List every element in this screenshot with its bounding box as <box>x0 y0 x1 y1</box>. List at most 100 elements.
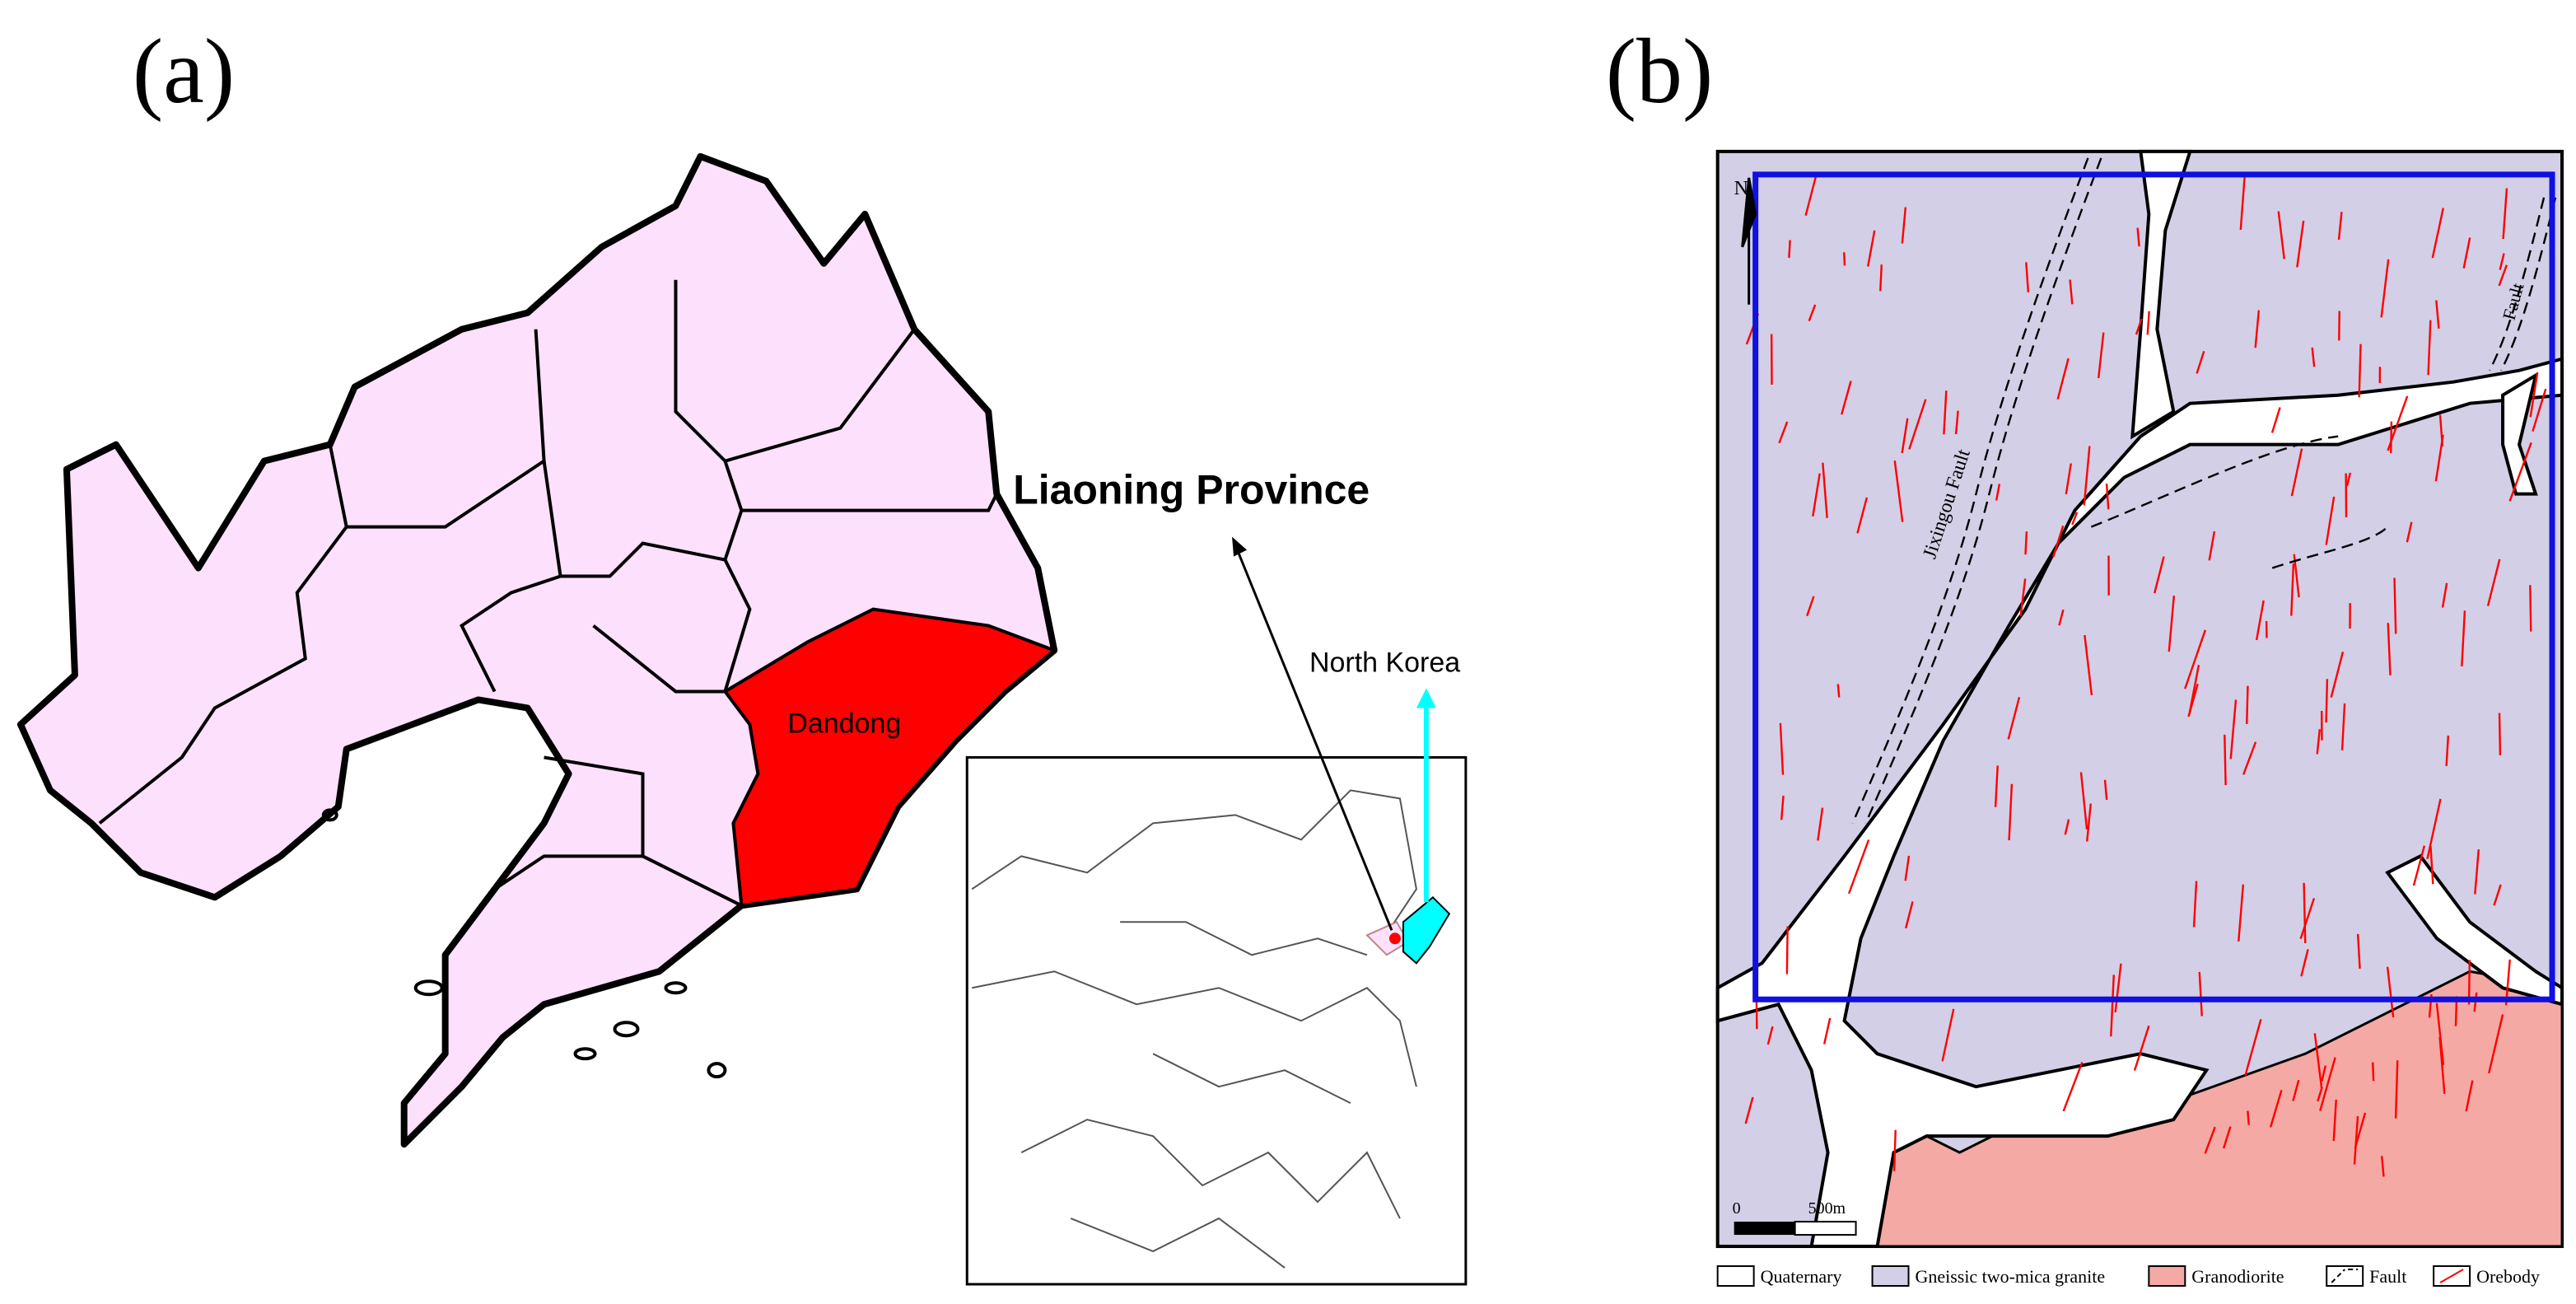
orebody <box>1778 421 1789 444</box>
orebody <box>2146 311 2150 335</box>
legend-label: Gneissic two-mica granite <box>1916 1266 2106 1287</box>
orebody <box>1841 381 1852 415</box>
inset-map: North Korea <box>965 536 1468 1286</box>
orebody <box>2058 609 2065 626</box>
inset-frame <box>965 755 1468 1286</box>
orebody <box>2069 279 2074 305</box>
orebody <box>2064 819 2070 835</box>
orebody <box>1836 684 1841 698</box>
orebody <box>2168 596 2176 652</box>
orebody <box>2387 623 2392 675</box>
orebody <box>2488 1014 2504 1074</box>
orebody <box>2255 600 2265 641</box>
orebody <box>2316 729 2322 755</box>
orebody <box>2498 713 2502 755</box>
orebody <box>2380 1156 2385 1177</box>
orebody <box>2435 1003 2445 1065</box>
orebody <box>2498 264 2508 287</box>
orebody <box>2086 803 2092 842</box>
orebody <box>1901 207 1907 244</box>
orebody <box>2441 582 2448 608</box>
legend-label: Granodiorite <box>2191 1266 2284 1287</box>
orebody <box>1905 901 1914 929</box>
orebody <box>2427 320 2432 376</box>
orebody <box>2097 332 2105 379</box>
orebody <box>2103 779 2108 800</box>
orebody <box>2529 372 2539 418</box>
orebody <box>2508 442 2532 502</box>
orebody <box>2269 1090 2283 1128</box>
orebody <box>2229 699 2238 759</box>
orebody <box>2024 531 2028 555</box>
orebody <box>2462 237 2471 269</box>
orebody <box>2394 1060 2399 1119</box>
orebody <box>2319 1057 2336 1111</box>
geology-map: Jixingou Fault Fault N 0 500m <box>1715 149 2564 1249</box>
orebody <box>2239 176 2246 231</box>
orebody <box>2406 521 2413 543</box>
orebody <box>2303 882 2307 944</box>
orebody <box>2332 1099 2337 1142</box>
orebody <box>1780 795 1785 820</box>
orebody <box>2429 846 2434 885</box>
orebody <box>2313 1033 2323 1088</box>
orebody <box>2296 220 2305 268</box>
legend: Quaternary Gneissic two-mica granite Gra… <box>1716 1265 2540 1287</box>
orebody <box>2114 963 2122 1013</box>
orebody <box>1779 722 1785 775</box>
orebody <box>2007 697 2021 740</box>
orebody <box>2056 358 2070 400</box>
orebody <box>2486 559 2501 606</box>
orebody <box>2224 734 2227 786</box>
orebody <box>2311 347 2316 367</box>
orebody <box>1847 839 1870 895</box>
orebody <box>1812 473 1821 517</box>
orebody <box>1892 1129 1897 1171</box>
orebody <box>2300 949 2309 977</box>
orebody <box>1943 390 1948 435</box>
orebody <box>2062 1061 2084 1112</box>
orebody <box>1822 1017 1832 1045</box>
orebody <box>2325 496 2336 545</box>
inset-label: North Korea <box>1309 647 1460 678</box>
orebody <box>1744 1096 1754 1124</box>
orebody <box>1995 484 2001 501</box>
islands <box>321 808 727 1079</box>
orebody <box>2499 253 2505 270</box>
orebody <box>2154 556 2165 594</box>
legend-label: Quaternary <box>1761 1266 1842 1287</box>
orebody <box>2071 512 2079 526</box>
orebody <box>2242 741 2257 775</box>
orebody <box>2290 563 2295 616</box>
orebody <box>2340 703 2346 750</box>
orebody <box>1822 462 1828 518</box>
region-label: Dandong <box>787 708 901 739</box>
orebody <box>2025 262 2030 292</box>
orebody <box>2386 966 2395 1018</box>
orebody <box>1908 399 1927 450</box>
north-label: N <box>1734 178 1748 199</box>
orebody <box>2270 407 2281 433</box>
orebody <box>2426 798 2442 859</box>
orebody <box>2065 463 2072 495</box>
study-area <box>1752 171 2555 1003</box>
quaternary-river <box>1715 357 2564 1249</box>
orebody <box>1788 240 1791 259</box>
panel-label: (a) <box>133 21 235 123</box>
orebody <box>2493 884 2502 906</box>
orebody <box>2277 211 2285 259</box>
orebody <box>1904 855 1911 881</box>
orebody <box>2290 448 2303 497</box>
orebody <box>2083 446 2091 506</box>
orebody <box>2079 772 2088 830</box>
orebody <box>2465 1080 2474 1112</box>
orebody <box>2337 212 2343 241</box>
orebody <box>2474 849 2480 895</box>
orebody <box>2299 898 2316 940</box>
orebody <box>2434 434 2444 482</box>
orebody <box>2321 1065 2326 1082</box>
orebody <box>1856 497 1869 534</box>
orebody <box>2238 884 2245 942</box>
orebody <box>1804 173 1818 217</box>
orebody <box>2529 585 2532 632</box>
